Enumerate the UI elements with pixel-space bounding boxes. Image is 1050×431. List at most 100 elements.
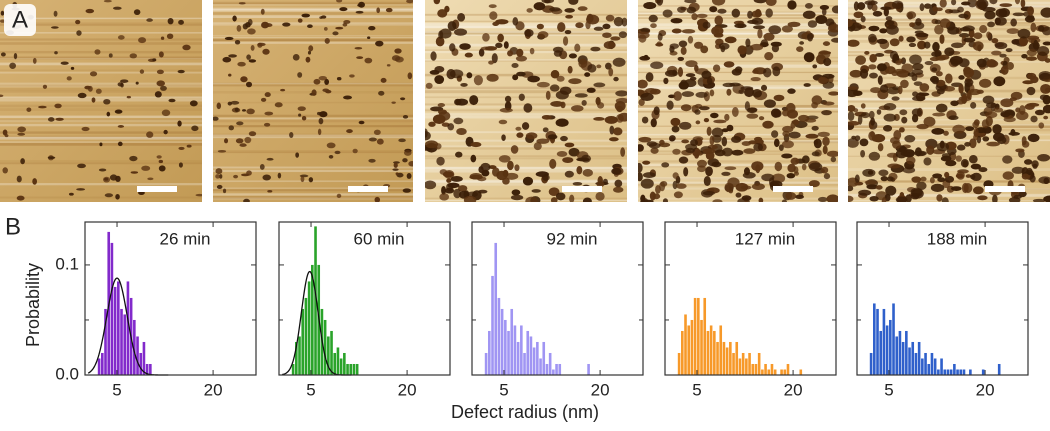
defect-spot xyxy=(1024,159,1033,165)
defect-spot xyxy=(512,17,519,26)
defect-spot xyxy=(213,116,219,121)
defect-spot xyxy=(934,24,944,35)
scan-streak xyxy=(848,126,1050,128)
histogram-bar xyxy=(943,369,947,375)
x-tick-label: 20 xyxy=(398,380,417,399)
defect-spot xyxy=(750,43,764,51)
defect-spot xyxy=(386,64,391,67)
defect-spot xyxy=(234,39,241,45)
defect-spot xyxy=(986,31,991,39)
defect-spot xyxy=(156,155,162,159)
defect-spot xyxy=(687,35,694,44)
histogram-bar xyxy=(529,336,533,375)
histogram-bar xyxy=(145,363,149,375)
defect-spot xyxy=(610,36,621,41)
defect-spot xyxy=(567,65,573,74)
defect-spot xyxy=(456,127,467,135)
defect-spot xyxy=(650,118,657,128)
defect-spot xyxy=(522,176,534,186)
defect-spot xyxy=(614,179,623,188)
scan-streak xyxy=(213,82,413,86)
defect-spot xyxy=(247,18,253,26)
histogram-bar xyxy=(507,330,510,375)
defect-spot xyxy=(507,160,514,171)
defect-spot xyxy=(455,151,463,158)
defect-spot xyxy=(955,155,962,162)
defect-spot xyxy=(795,194,804,200)
defect-spot xyxy=(878,169,889,177)
histogram-bar xyxy=(697,297,700,375)
defect-spot xyxy=(297,106,306,112)
defect-spot xyxy=(672,69,677,77)
defect-spot xyxy=(228,73,232,77)
scan-streak xyxy=(213,135,413,139)
histogram-bar xyxy=(889,319,892,375)
scan-streak xyxy=(425,145,627,148)
defect-spot xyxy=(395,56,404,63)
defect-spot xyxy=(1026,14,1035,21)
defect-spot xyxy=(1026,72,1037,80)
defect-spot xyxy=(963,67,975,78)
defect-spot xyxy=(822,145,828,155)
defect-spot xyxy=(264,92,271,98)
scan-streak xyxy=(425,157,627,160)
defect-spot xyxy=(593,117,605,121)
defect-spot xyxy=(117,141,123,147)
scan-streak xyxy=(848,129,1050,132)
defect-spot xyxy=(737,45,747,55)
defect-spot xyxy=(771,130,779,138)
defect-spot xyxy=(1032,198,1046,202)
defect-spot xyxy=(805,133,819,139)
defect-spot xyxy=(526,8,533,13)
histogram-bar xyxy=(513,325,517,375)
defect-spot xyxy=(993,76,1006,87)
defect-spot xyxy=(906,11,917,19)
defect-spot xyxy=(91,97,96,103)
defect-spot xyxy=(460,82,468,87)
defect-spot xyxy=(993,107,1004,113)
scan-streak xyxy=(638,60,838,63)
scan-streak xyxy=(425,43,627,47)
histogram-bar xyxy=(709,325,713,375)
defect-spot xyxy=(0,10,5,16)
defect-spot xyxy=(557,22,566,33)
defect-spot xyxy=(936,194,943,202)
defect-spot xyxy=(504,95,512,103)
defect-spot xyxy=(435,36,445,47)
scan-streak xyxy=(0,22,202,25)
defect-spot xyxy=(332,31,339,36)
scan-streak xyxy=(425,131,627,134)
defect-spot xyxy=(523,103,533,113)
defect-spot xyxy=(826,194,838,202)
defect-spot xyxy=(398,138,406,143)
histogram-bar xyxy=(136,336,139,375)
defect-spot xyxy=(711,134,722,143)
defect-spot xyxy=(138,37,147,44)
histogram-bar xyxy=(539,358,542,375)
scale-bar xyxy=(348,186,388,192)
histogram-bar xyxy=(120,308,123,375)
histogram-bar xyxy=(953,363,956,375)
defect-spot xyxy=(227,101,232,106)
defect-spot xyxy=(1042,104,1050,114)
defect-spot xyxy=(689,76,697,81)
histogram-bar xyxy=(706,330,710,375)
defect-spot xyxy=(556,75,565,82)
defect-spot xyxy=(300,175,305,183)
scan-streak xyxy=(213,187,413,190)
defect-spot xyxy=(972,41,984,51)
scan-streak xyxy=(213,134,413,136)
defect-spot xyxy=(555,90,569,100)
defect-spot xyxy=(182,44,191,51)
defect-spot xyxy=(319,111,328,118)
defect-spot xyxy=(798,114,810,122)
defect-spot xyxy=(317,128,322,136)
defect-spot xyxy=(590,46,601,52)
defect-spot xyxy=(217,150,227,153)
scan-streak xyxy=(0,132,202,134)
defect-spot xyxy=(709,6,718,13)
defect-spot xyxy=(650,61,664,70)
defect-spot xyxy=(17,132,26,136)
defect-spot xyxy=(53,10,58,17)
defect-spot xyxy=(402,114,409,119)
